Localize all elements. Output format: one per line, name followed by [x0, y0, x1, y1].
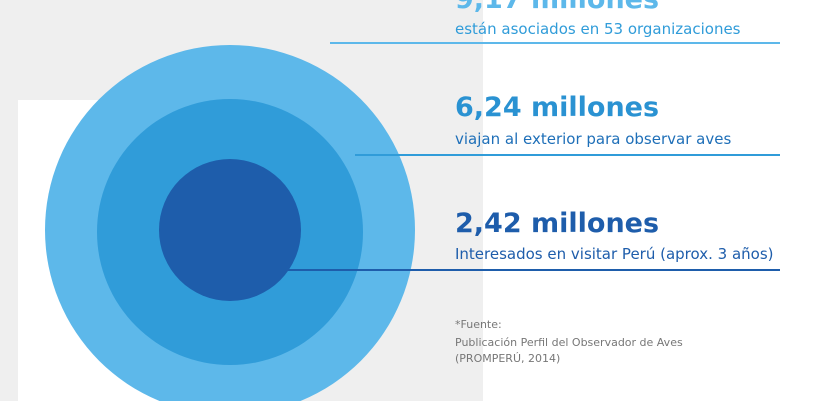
source-label: *Fuente:: [455, 318, 502, 331]
inner-circle: [159, 159, 301, 301]
source-line: (PROMPERÚ, 2014): [455, 352, 560, 365]
description: están asociados en 53 organizaciones: [455, 20, 741, 38]
value: 9,17 millones: [455, 0, 659, 15]
description: Interesados en visitar Perú (aprox. 3 añ…: [455, 245, 774, 263]
description: viajan al exterior para observar aves: [455, 130, 731, 148]
value: 2,42 millones: [455, 208, 659, 239]
value: 6,24 millones: [455, 92, 659, 123]
source-line: Publicación Perfil del Observador de Ave…: [455, 336, 683, 349]
